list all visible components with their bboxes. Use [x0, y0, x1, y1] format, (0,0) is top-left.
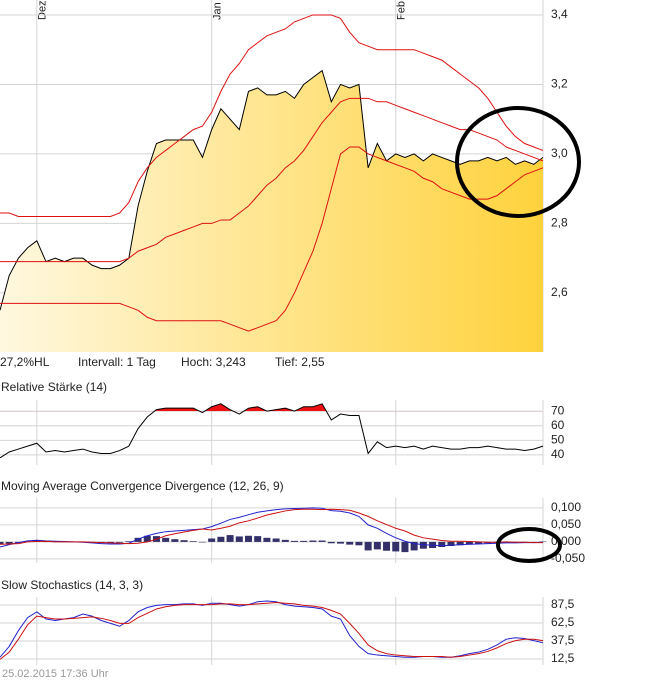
- info-text: Intervall: 1 Tag: [78, 355, 156, 369]
- info-text: Tief: 2,55: [275, 355, 325, 369]
- series-line: [0, 601, 544, 660]
- histogram-bar: [263, 537, 271, 542]
- histogram-bar: [346, 541, 354, 545]
- y-tick-label: 0,100: [551, 500, 581, 514]
- histogram-bar: [318, 540, 326, 542]
- histogram-bar: [355, 541, 363, 546]
- y-tick-label: 70: [551, 403, 565, 417]
- histogram-bar: [198, 541, 206, 543]
- timestamp: 25.02.2015 17:36 Uhr: [2, 668, 109, 680]
- histogram-bar: [327, 541, 335, 544]
- histogram-bar: [465, 541, 473, 545]
- histogram-bar: [410, 541, 418, 551]
- histogram-bar: [373, 541, 381, 550]
- y-tick-label: 37,5: [551, 633, 575, 647]
- series-line: [0, 600, 544, 658]
- y-tick-label: 50: [551, 432, 565, 446]
- y-tick-label: -0,050: [551, 551, 585, 565]
- histogram-bar: [502, 541, 510, 543]
- histogram-bar: [116, 541, 124, 543]
- histogram-bar: [180, 540, 188, 542]
- histogram-bar: [254, 536, 262, 542]
- series-line: [0, 97, 544, 263]
- y-tick-label: 0,050: [551, 517, 581, 531]
- histogram-bar: [438, 541, 446, 548]
- histogram-bar: [475, 541, 483, 544]
- histogram-bar: [0, 541, 4, 545]
- histogram-bar: [383, 541, 391, 551]
- histogram-bar: [364, 541, 372, 551]
- histogram-bar: [208, 538, 216, 542]
- y-tick-label: 62,5: [551, 615, 575, 629]
- panel-title: Moving Average Convergence Divergence (1…: [1, 479, 284, 493]
- histogram-bar: [106, 541, 114, 543]
- series-line: [0, 403, 544, 459]
- histogram-bar: [539, 541, 547, 543]
- histogram-bar: [189, 541, 197, 542]
- y-tick-label: 3,2: [551, 77, 568, 91]
- info-text: 27,2%HL: [0, 355, 50, 369]
- histogram-bar: [392, 541, 400, 552]
- y-tick-label: 87,5: [551, 597, 575, 611]
- histogram-bar: [235, 536, 243, 542]
- y-tick-label: 3,0: [551, 146, 568, 160]
- annotation-circle: [496, 527, 562, 563]
- series-line: [0, 507, 544, 548]
- histogram-bar: [309, 540, 317, 542]
- histogram-bar: [291, 540, 299, 542]
- histogram-bar: [300, 540, 308, 542]
- histogram-bar: [171, 539, 179, 542]
- histogram-bar: [447, 541, 455, 546]
- y-tick-label: 3,4: [551, 7, 568, 21]
- histogram-bar: [244, 535, 252, 542]
- info-text: Hoch: 3,243: [181, 355, 246, 369]
- y-tick-label: 40: [551, 447, 565, 461]
- price-area: [0, 70, 543, 352]
- y-tick-label: 2,8: [551, 216, 568, 230]
- series-line: [0, 508, 543, 545]
- series-line: [0, 14, 544, 217]
- y-tick-label: 60: [551, 418, 565, 432]
- histogram-bar: [125, 541, 133, 542]
- histogram-bar: [226, 535, 234, 542]
- histogram-bar: [419, 541, 427, 549]
- histogram-bar: [272, 538, 280, 542]
- x-tick-label: Jan: [212, 2, 224, 20]
- x-tick-label: Dez: [37, 0, 49, 20]
- panel-title: Slow Stochastics (14, 3, 3): [1, 578, 143, 592]
- histogram-bar: [217, 536, 225, 542]
- series-line: [0, 69, 544, 311]
- histogram-bar: [162, 537, 170, 542]
- series-line: [0, 146, 544, 332]
- histogram-bar: [281, 539, 289, 542]
- histogram-bar: [42, 541, 50, 543]
- histogram-bar: [456, 541, 464, 546]
- histogram-bar: [401, 541, 409, 553]
- x-tick-label: Feb: [396, 1, 408, 20]
- histogram-bar: [143, 535, 151, 542]
- y-tick-label: 12,5: [551, 651, 575, 665]
- histogram-bar: [5, 541, 13, 544]
- y-tick-label: 2,6: [551, 285, 568, 299]
- panel-title: Relative Stärke (14): [1, 380, 107, 394]
- histogram-bar: [134, 537, 142, 542]
- histogram-bar: [337, 541, 345, 544]
- annotation-circle: [455, 106, 581, 218]
